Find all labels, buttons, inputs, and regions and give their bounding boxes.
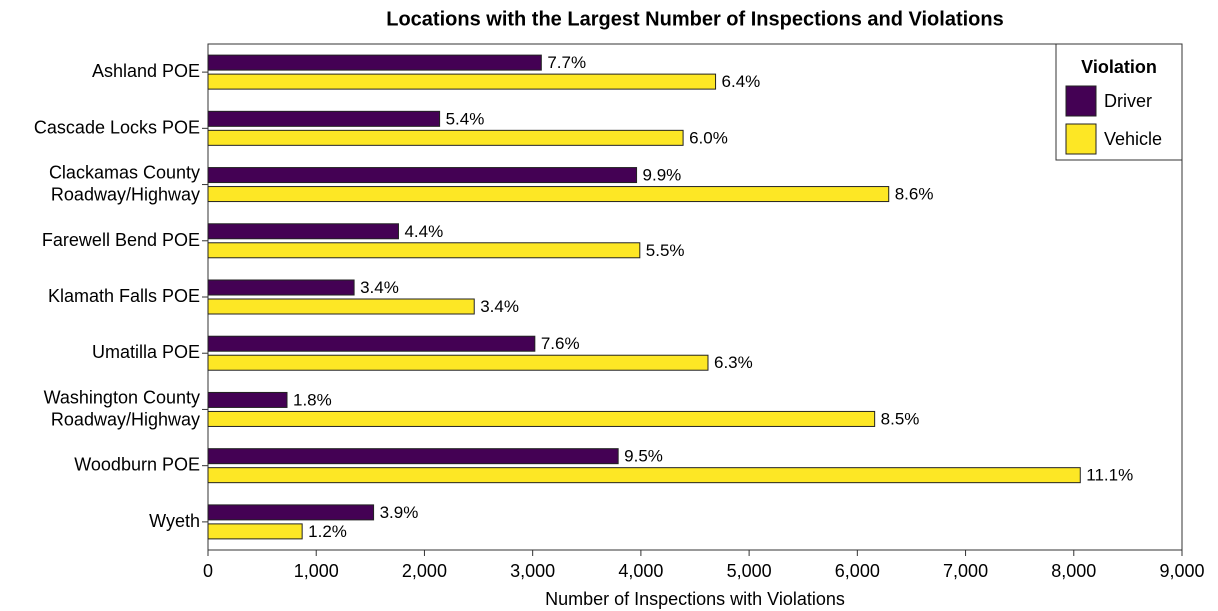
bar [207, 448, 619, 465]
legend-swatch [1065, 123, 1097, 155]
bar [207, 110, 441, 127]
x-tick-label: 3,000 [510, 561, 555, 581]
bar-label: 8.6% [895, 185, 934, 204]
x-axis-label: Number of Inspections with Violations [545, 589, 845, 609]
y-tick-label: Washington County Roadway/Highway [44, 387, 200, 429]
y-tick-label: Umatilla POE [92, 342, 200, 362]
y-tick-label: Farewell Bend POE [42, 230, 200, 250]
bar [207, 391, 288, 408]
y-tick-label: Clackamas County Roadway/Highway [49, 162, 200, 204]
bar-label: 5.4% [446, 109, 485, 128]
x-tick-label: 1,000 [294, 561, 339, 581]
bar-label: 5.5% [646, 241, 685, 260]
bar-label: 1.2% [308, 522, 347, 541]
bar [207, 186, 890, 203]
bar [207, 279, 355, 296]
y-tick-label: Ashland POE [92, 61, 200, 81]
bar [207, 335, 536, 352]
bar [207, 129, 684, 146]
bar-label: 4.4% [404, 222, 443, 241]
x-tick-label: 4,000 [618, 561, 663, 581]
bar-label: 9.5% [624, 447, 663, 466]
x-tick-label: 6,000 [835, 561, 880, 581]
bar-label: 8.5% [881, 409, 920, 428]
legend-swatch [1065, 85, 1097, 117]
x-tick-label: 2,000 [402, 561, 447, 581]
y-tick-label: Cascade Locks POE [34, 117, 200, 137]
bar-label: 6.0% [689, 128, 728, 147]
bar-label: 11.1% [1086, 466, 1133, 485]
bar [207, 410, 876, 427]
bar-label: 3.9% [380, 503, 419, 522]
y-tick-label: Woodburn POE [74, 454, 200, 474]
legend-title: Violation [1081, 57, 1157, 77]
bar [207, 523, 303, 540]
x-tick-label: 5,000 [727, 561, 772, 581]
bar [207, 54, 542, 71]
x-tick-label: 0 [203, 561, 213, 581]
bar [207, 504, 375, 521]
bar [207, 73, 717, 90]
chart-title: Locations with the Largest Number of Ins… [386, 8, 1003, 30]
bar-label: 6.4% [722, 72, 761, 91]
bar-label: 7.6% [541, 334, 580, 353]
x-tick-label: 9,000 [1159, 561, 1204, 581]
bar [207, 223, 399, 240]
legend-label: Driver [1104, 91, 1152, 111]
bar-label: 9.9% [643, 166, 682, 185]
bar [207, 167, 638, 184]
bar-label: 3.4% [480, 297, 519, 316]
y-tick-label: Klamath Falls POE [48, 286, 200, 306]
x-tick-label: 7,000 [943, 561, 988, 581]
bar [207, 298, 475, 315]
legend-label: Vehicle [1104, 129, 1162, 149]
bar-label: 1.8% [293, 390, 332, 409]
bar-label: 6.3% [714, 353, 753, 372]
bar-label: 3.4% [360, 278, 399, 297]
bar [207, 467, 1081, 484]
bar-label: 7.7% [547, 53, 586, 72]
bar [207, 354, 709, 371]
x-tick-label: 8,000 [1051, 561, 1096, 581]
y-tick-label: Wyeth [149, 511, 200, 531]
bar [207, 242, 641, 259]
